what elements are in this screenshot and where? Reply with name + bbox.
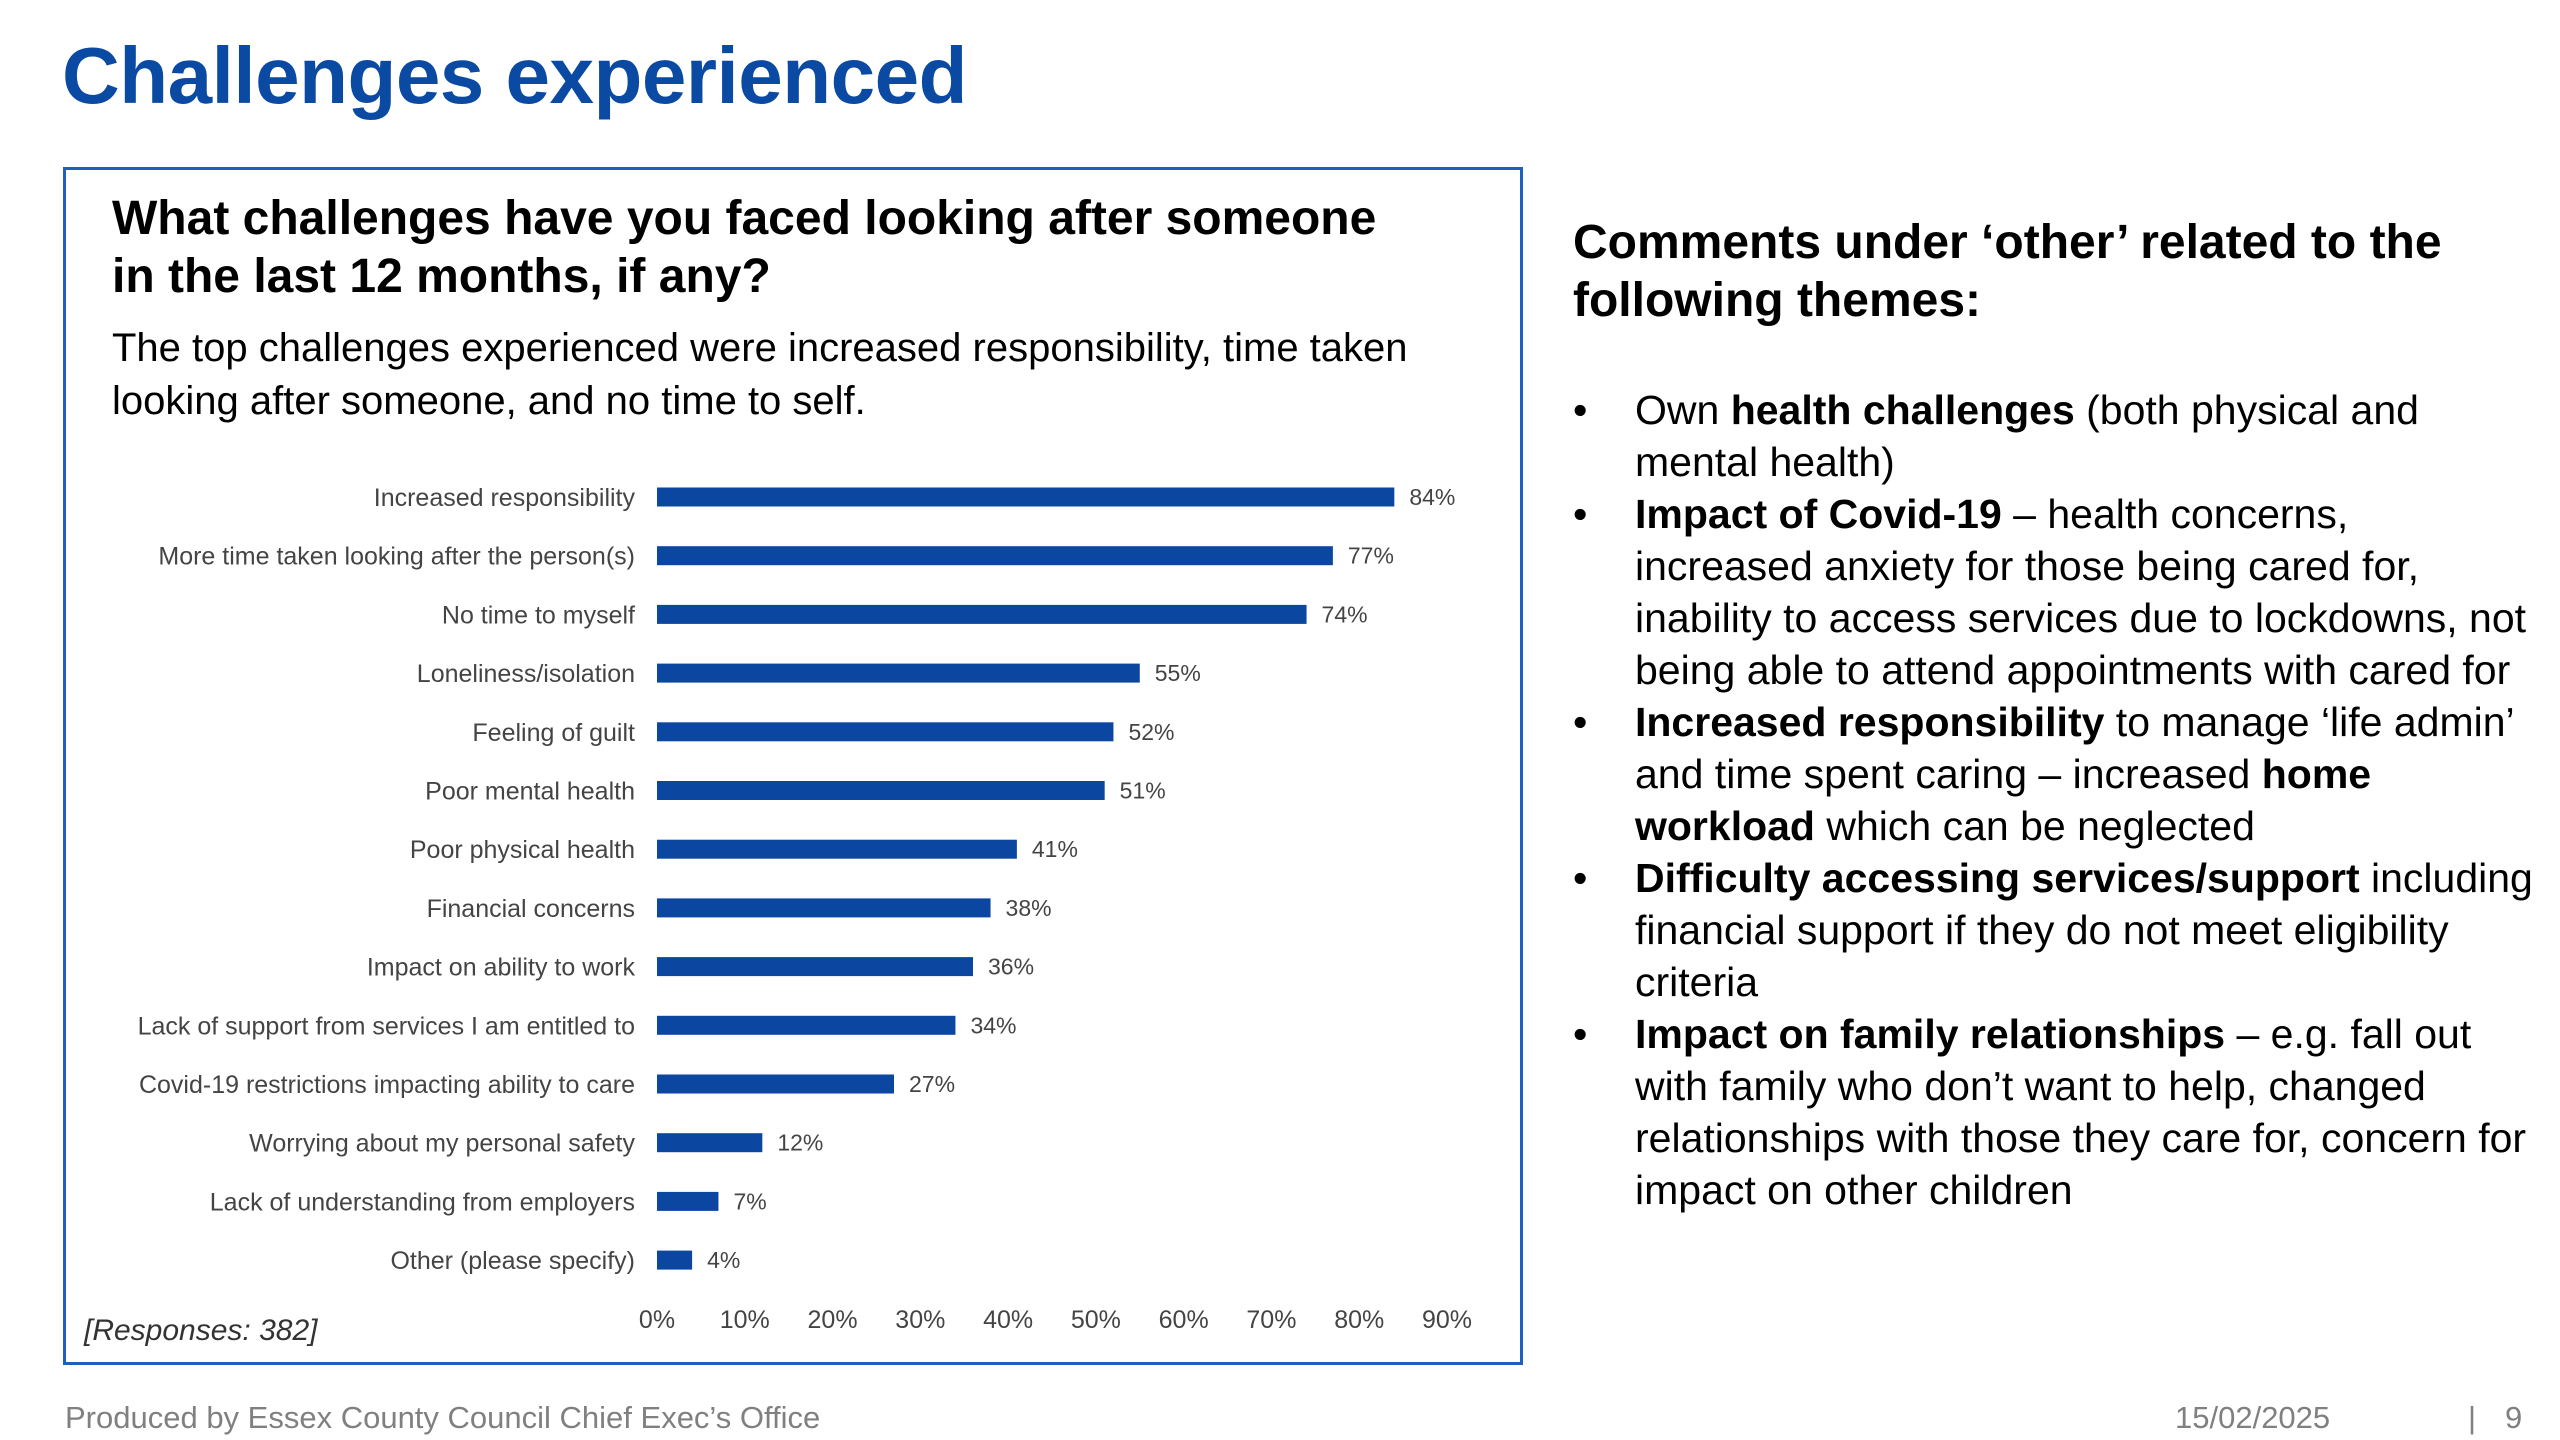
category-label: More time taken looking after the person… (158, 543, 635, 571)
data-label: 74% (1322, 601, 1368, 627)
themes-title: Comments under ‘other’ related to the fo… (1573, 216, 2442, 327)
category-label: Other (please specify) (390, 1247, 635, 1275)
bullet-marker: • (1573, 387, 1588, 433)
footer-page-number: 9 (2505, 1400, 2523, 1435)
bar (657, 546, 1333, 566)
bar (657, 1191, 719, 1211)
category-label: Lack of understanding from employers (210, 1188, 635, 1216)
responses-note: [Responses: 382] (84, 1314, 318, 1347)
data-label: 36% (988, 954, 1034, 980)
theme-item: • Difficulty accessing services/support i… (1573, 852, 2533, 1008)
theme-item: • Impact of Covid-19 – health concerns, i… (1573, 488, 2533, 696)
data-label: 41% (1032, 836, 1078, 862)
theme-keyword: Impact of Covid-19 (1635, 491, 2002, 537)
x-tick-label: 0% (639, 1306, 675, 1334)
page-title: Challenges experienced (62, 31, 967, 120)
bullet-marker: • (1573, 855, 1588, 901)
category-label: Feeling of guilt (472, 719, 635, 747)
x-tick-label: 40% (983, 1306, 1033, 1334)
bar (657, 957, 973, 977)
chart-panel: What challenges have you faced looking a… (63, 167, 1523, 1365)
theme-text: which can be neglected (1814, 803, 2255, 849)
theme-keyword: Difficulty accessing services/support (1635, 855, 2360, 901)
theme-text: including financial support if they do n… (1635, 855, 2533, 1005)
theme-text: – e.g. fall out with family who don’t wa… (1635, 1011, 2527, 1213)
chart-subtitle: The top challenges experienced were incr… (112, 326, 1408, 423)
theme-item: • Increased responsibility to manage ‘lif… (1573, 696, 2533, 852)
x-tick-label: 30% (895, 1306, 945, 1334)
data-label: 4% (707, 1247, 740, 1273)
theme-text: (both physical and mental health) (1635, 387, 2419, 485)
chart-title: What challenges have you faced looking a… (112, 192, 1377, 303)
bar (657, 663, 1140, 683)
category-label: Poor physical health (410, 836, 635, 864)
data-label: 38% (1006, 895, 1052, 921)
data-label: 27% (909, 1071, 955, 1097)
x-tick-label: 20% (808, 1306, 858, 1334)
x-tick-label: 70% (1246, 1306, 1296, 1334)
theme-text: Own (1635, 387, 1731, 433)
bar (657, 839, 1017, 859)
footer-date: 15/02/2025 (2175, 1400, 2331, 1435)
bar (657, 604, 1307, 624)
theme-item: • Impact on family relationships – e.g. f… (1573, 1008, 2533, 1216)
data-label: 34% (970, 1012, 1016, 1038)
data-label: 55% (1155, 660, 1201, 686)
themes-list: • Own health challenges (both physical an… (1573, 384, 2533, 1216)
category-label: Worrying about my personal safety (249, 1130, 635, 1158)
category-label: Financial concerns (427, 895, 635, 923)
bar (657, 1074, 894, 1094)
theme-keyword: home workload (1635, 751, 2372, 849)
theme-item: • Own health challenges (both physical an… (1573, 384, 2533, 488)
data-label: 51% (1120, 778, 1166, 804)
x-tick-label: 10% (720, 1306, 770, 1334)
theme-keyword: health challenges (1730, 387, 2075, 433)
bar-chart: Increased responsibility 84% More time tak… (138, 484, 1472, 1334)
footer-separator: | (2468, 1400, 2477, 1435)
bullet-marker: • (1573, 699, 1588, 745)
data-label: 12% (777, 1130, 823, 1156)
category-label: Loneliness/isolation (417, 660, 635, 688)
theme-text: to manage ‘life admin’ and time spent ca… (1635, 699, 2514, 797)
theme-text: – health concerns, increased anxiety for… (1635, 491, 2527, 693)
bullet-marker: • (1573, 1011, 1588, 1057)
x-tick-label: 90% (1422, 1306, 1472, 1334)
x-tick-label: 50% (1071, 1306, 1121, 1334)
bar (657, 722, 1114, 742)
category-label: Poor mental health (425, 778, 635, 806)
category-label: Increased responsibility (374, 484, 636, 512)
category-label: No time to myself (442, 601, 635, 629)
bar (657, 1133, 763, 1153)
bar (657, 898, 991, 918)
data-label: 52% (1128, 719, 1174, 745)
footer-produced-by: Produced by Essex County Council Chief E… (65, 1400, 821, 1435)
bar (657, 1250, 693, 1270)
bar (657, 487, 1395, 507)
theme-keyword: Increased responsibility (1635, 699, 2105, 745)
theme-keyword: Impact on family relationships (1635, 1011, 2226, 1057)
x-tick-label: 60% (1159, 1306, 1209, 1334)
bar (657, 1015, 956, 1035)
data-label: 77% (1348, 543, 1394, 569)
category-label: Lack of support from services I am entit… (138, 1012, 635, 1040)
category-label: Covid-19 restrictions impacting ability … (139, 1071, 635, 1099)
data-label: 7% (733, 1188, 766, 1214)
bullet-marker: • (1573, 491, 1588, 537)
category-label: Impact on ability to work (367, 954, 636, 982)
bar (657, 781, 1105, 800)
data-label: 84% (1409, 484, 1455, 510)
x-tick-label: 80% (1334, 1306, 1384, 1334)
